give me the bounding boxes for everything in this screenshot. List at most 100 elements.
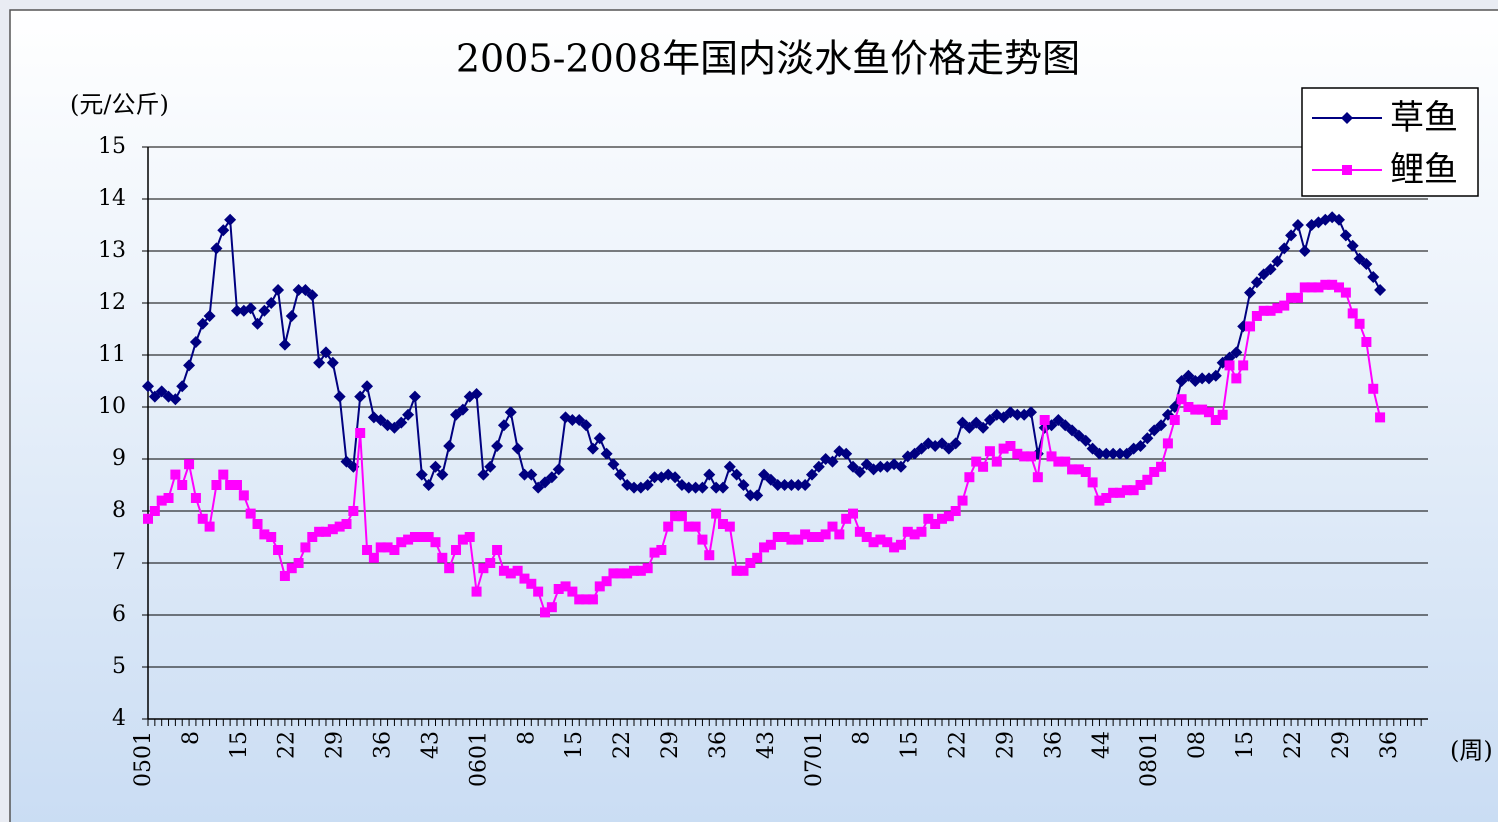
point — [937, 513, 948, 524]
point — [319, 346, 332, 359]
point — [451, 545, 462, 555]
x-tick-label: 36 — [371, 731, 396, 759]
point — [1175, 375, 1188, 387]
point — [745, 558, 756, 568]
point — [786, 534, 797, 545]
point — [841, 513, 852, 524]
point — [355, 428, 366, 438]
point — [1298, 245, 1311, 257]
point — [622, 568, 633, 579]
point — [812, 460, 825, 473]
x-tick-label: 43 — [418, 731, 443, 759]
point — [340, 455, 353, 468]
point — [689, 481, 702, 494]
point — [1217, 409, 1228, 420]
point — [731, 565, 742, 576]
point — [1024, 406, 1037, 419]
point — [396, 537, 407, 548]
chart-title: 2005-2008年国内淡水鱼价格走势图 — [456, 37, 1080, 81]
point — [341, 519, 352, 529]
point — [628, 565, 639, 576]
point — [423, 532, 434, 542]
point — [464, 532, 475, 542]
point — [1120, 447, 1133, 460]
point — [478, 563, 489, 574]
point — [1368, 383, 1379, 394]
point — [189, 336, 202, 348]
point — [1046, 451, 1057, 462]
x-tick-label: 43 — [754, 731, 779, 759]
point — [368, 552, 379, 563]
point — [177, 480, 188, 490]
point — [148, 390, 161, 403]
point — [711, 508, 722, 519]
point — [895, 539, 906, 550]
x-tick-label: 0601 — [466, 731, 491, 787]
point — [771, 479, 784, 491]
point — [265, 297, 278, 309]
y-axis-label: (元/公斤) — [70, 91, 169, 119]
point — [997, 411, 1010, 424]
point — [374, 414, 387, 426]
point — [1327, 279, 1338, 290]
point — [930, 519, 941, 529]
point — [259, 529, 270, 540]
point — [649, 547, 660, 558]
point — [176, 380, 189, 393]
point — [143, 513, 153, 524]
point — [1354, 318, 1365, 329]
point — [1053, 456, 1064, 467]
point — [1183, 402, 1194, 412]
point — [163, 493, 174, 503]
point — [1250, 276, 1263, 289]
point — [334, 521, 345, 532]
point — [943, 511, 954, 522]
x-tick-label: 44 — [1089, 731, 1114, 759]
point — [909, 529, 920, 540]
point — [252, 519, 263, 529]
point — [765, 539, 776, 550]
point — [1320, 279, 1331, 290]
point — [853, 466, 866, 478]
point — [238, 490, 249, 501]
y-tick-label: 4 — [112, 706, 126, 731]
point — [868, 537, 879, 548]
point — [408, 390, 421, 403]
chart-frame — [9, 9, 1498, 822]
point — [1279, 300, 1290, 311]
point — [1108, 487, 1119, 498]
point — [211, 480, 222, 490]
y-tick-label: 6 — [112, 602, 126, 627]
point — [964, 472, 975, 483]
point — [567, 586, 578, 597]
point — [949, 437, 962, 450]
point — [1087, 477, 1098, 488]
point — [1162, 438, 1173, 449]
point — [902, 526, 913, 537]
point — [1251, 311, 1262, 321]
point — [587, 594, 598, 605]
y-tick-label: 10 — [98, 394, 126, 419]
point — [656, 545, 667, 555]
point — [574, 594, 585, 605]
point — [1093, 447, 1106, 460]
point — [915, 442, 928, 455]
point — [1257, 268, 1270, 281]
point — [1073, 464, 1084, 475]
point — [703, 468, 716, 481]
point — [991, 456, 1002, 467]
point — [505, 568, 516, 579]
point — [764, 473, 777, 486]
y-tick-label: 7 — [112, 550, 126, 575]
point — [484, 460, 497, 473]
point — [827, 521, 838, 532]
point — [361, 380, 374, 393]
point — [1339, 229, 1352, 242]
point — [676, 511, 687, 522]
y-tick-label: 9 — [112, 446, 126, 471]
point — [1278, 242, 1291, 255]
point — [717, 519, 728, 529]
point — [998, 443, 1009, 454]
x-axis-label: (周) — [1450, 737, 1493, 765]
